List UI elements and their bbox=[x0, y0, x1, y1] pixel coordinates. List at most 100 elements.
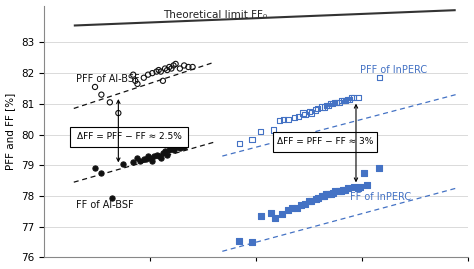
Point bbox=[361, 171, 368, 175]
Point bbox=[278, 212, 285, 217]
Point bbox=[248, 137, 256, 141]
Point bbox=[140, 157, 147, 161]
Point bbox=[236, 238, 243, 243]
Point bbox=[155, 68, 163, 72]
Point bbox=[91, 166, 99, 171]
Point bbox=[153, 152, 160, 157]
Point bbox=[327, 192, 334, 197]
Point bbox=[325, 192, 332, 197]
Point bbox=[184, 65, 192, 69]
Point bbox=[161, 66, 169, 71]
Point bbox=[155, 154, 163, 158]
Text: FF of InPERC: FF of InPERC bbox=[350, 192, 411, 202]
Point bbox=[170, 148, 177, 152]
Point bbox=[331, 189, 338, 194]
Point bbox=[161, 149, 169, 154]
Point bbox=[157, 69, 164, 74]
Point bbox=[248, 240, 256, 244]
Point bbox=[301, 112, 309, 117]
Point bbox=[355, 186, 362, 190]
Point bbox=[136, 158, 143, 163]
Point bbox=[355, 95, 362, 100]
Text: ΔFF = PFF − FF ≈ 3%: ΔFF = PFF − FF ≈ 3% bbox=[277, 137, 374, 146]
Point bbox=[284, 117, 292, 121]
Point bbox=[164, 152, 171, 157]
Point bbox=[172, 145, 180, 149]
Point bbox=[363, 183, 370, 187]
Point bbox=[159, 79, 167, 83]
Point bbox=[335, 189, 343, 194]
Text: Theoretical limit FF₀: Theoretical limit FF₀ bbox=[163, 10, 267, 20]
Text: PFF of Al-BSF: PFF of Al-BSF bbox=[76, 74, 139, 84]
Point bbox=[314, 106, 321, 111]
Point bbox=[329, 191, 337, 195]
Point bbox=[119, 162, 127, 166]
Point bbox=[151, 154, 158, 158]
FancyBboxPatch shape bbox=[70, 127, 188, 147]
Point bbox=[106, 100, 114, 104]
Point bbox=[257, 214, 264, 218]
Point bbox=[342, 188, 349, 192]
Point bbox=[280, 117, 288, 121]
Point bbox=[236, 142, 243, 146]
Text: FF of Al-BSF: FF of Al-BSF bbox=[76, 200, 134, 210]
Point bbox=[108, 195, 116, 200]
Point bbox=[339, 188, 347, 192]
Point bbox=[129, 73, 137, 77]
Point bbox=[335, 100, 343, 104]
Point bbox=[144, 73, 152, 77]
Point bbox=[308, 111, 315, 115]
Point bbox=[344, 97, 351, 101]
Point bbox=[134, 82, 141, 86]
Point bbox=[148, 71, 156, 75]
Point bbox=[272, 215, 279, 220]
Point bbox=[339, 99, 347, 103]
Point bbox=[91, 85, 99, 89]
FancyBboxPatch shape bbox=[273, 132, 377, 152]
Point bbox=[350, 185, 358, 189]
Point bbox=[312, 197, 319, 201]
Point bbox=[325, 103, 332, 108]
Point bbox=[153, 69, 160, 74]
Point bbox=[348, 95, 356, 100]
Point bbox=[312, 108, 319, 112]
Point bbox=[299, 111, 307, 115]
Point bbox=[176, 66, 183, 71]
Point bbox=[329, 102, 337, 106]
Point bbox=[322, 192, 330, 197]
Point bbox=[291, 115, 298, 120]
Text: PFF of InPERC: PFF of InPERC bbox=[360, 65, 428, 75]
Point bbox=[295, 114, 302, 118]
Point bbox=[342, 99, 349, 103]
Point bbox=[314, 195, 321, 200]
Point bbox=[164, 68, 171, 72]
Point bbox=[308, 199, 315, 203]
Point bbox=[98, 171, 105, 175]
Point bbox=[159, 151, 167, 155]
Point bbox=[327, 102, 334, 106]
Point bbox=[322, 103, 330, 108]
Point bbox=[306, 199, 313, 203]
Y-axis label: PFF and FF [%]: PFF and FF [%] bbox=[6, 93, 16, 170]
Point bbox=[344, 186, 351, 190]
Point bbox=[157, 155, 164, 160]
Point bbox=[146, 155, 154, 160]
Point bbox=[267, 211, 275, 215]
Point bbox=[320, 194, 328, 198]
Point bbox=[140, 76, 147, 80]
Point bbox=[297, 203, 305, 207]
Point bbox=[375, 76, 383, 80]
Point bbox=[168, 146, 175, 151]
Point bbox=[170, 63, 177, 68]
Point bbox=[306, 109, 313, 114]
Point bbox=[172, 62, 180, 66]
Point bbox=[320, 105, 328, 109]
Point bbox=[337, 189, 345, 194]
Point bbox=[346, 97, 354, 101]
Point bbox=[375, 166, 383, 171]
Point bbox=[168, 66, 175, 71]
Point bbox=[129, 160, 137, 164]
Point bbox=[180, 63, 188, 68]
Point bbox=[134, 155, 141, 160]
Point bbox=[337, 99, 345, 103]
